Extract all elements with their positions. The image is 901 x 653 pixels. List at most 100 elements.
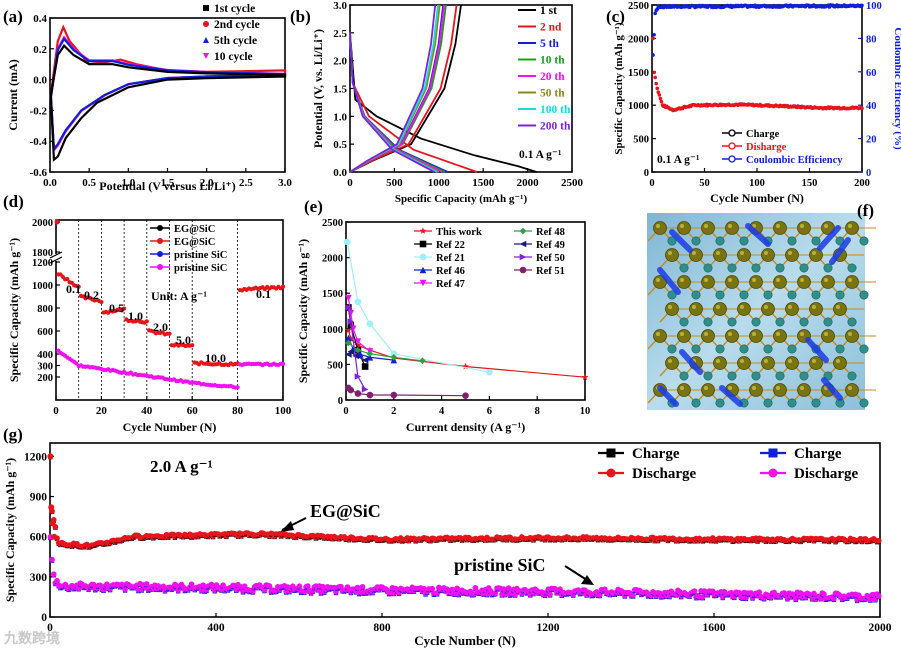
silicon-atom (653, 329, 667, 343)
pristine-arrow-head (581, 575, 594, 585)
atom-highlight (800, 386, 804, 390)
lithium-ion-path (805, 337, 829, 363)
rate-label: 0.1 (256, 287, 271, 301)
silicon-atom (653, 221, 667, 235)
panel-label: (g) (3, 425, 23, 444)
atom-highlight (752, 386, 756, 390)
legend-marker (519, 227, 527, 235)
silicon-atom (845, 329, 859, 343)
pristine-discharge-point (304, 583, 311, 589)
y-tick-label: 600 (37, 327, 53, 338)
pristine-discharge-point (220, 582, 226, 588)
silicon-atom (821, 275, 835, 289)
x-tick-label: 2000 (517, 177, 540, 189)
silicon-atom (797, 275, 811, 289)
legend-marker (203, 21, 209, 27)
carbon-atom (847, 371, 857, 381)
legend-label: 2 nd (540, 22, 562, 34)
legend-label: EG@SiC (174, 224, 215, 235)
x-tick-label: 1.0 (121, 177, 135, 189)
ref-point (343, 238, 351, 246)
chart-panel-c: 0 50 100 150 2000500100015002000250002040608… (606, 1, 901, 205)
x-tick-label: 50 (699, 178, 710, 189)
silicon-atom (797, 383, 811, 397)
silicon-atom (665, 302, 679, 316)
carbon-atom (691, 236, 701, 246)
carbon-atom (859, 344, 869, 354)
silicon-atom (809, 356, 823, 370)
legend-label: Charge (746, 129, 780, 140)
pristine-label: pristine SiC (454, 555, 546, 575)
x-tick-label: 80 (232, 405, 244, 417)
y-tick-label: 1000 (32, 281, 53, 292)
y-tick-label: 1500 (628, 68, 649, 79)
pristine-discharge-point (454, 585, 460, 592)
atom-highlight (704, 386, 708, 390)
atom-highlight (680, 278, 684, 282)
carbon-atom (727, 263, 737, 273)
rate-label: 0.5 (109, 301, 124, 315)
silicon-atom (833, 356, 847, 370)
carbon-atom (667, 290, 677, 300)
discharge-point (652, 70, 656, 75)
eg-point (76, 284, 81, 289)
carbon-atom (715, 398, 725, 408)
x-tick-label: 2.5 (239, 177, 253, 189)
atom-highlight (752, 278, 756, 282)
watermark: 九数跨境 (3, 630, 60, 647)
x-tick-label: 0 (47, 622, 53, 634)
atom-highlight (656, 278, 660, 282)
legend-label: Charge (632, 446, 680, 462)
rate-label: 10.0 (205, 351, 226, 365)
silicon-atom (713, 356, 727, 370)
legend-marker (519, 253, 527, 261)
atom-highlight (692, 305, 696, 309)
legend-label: Ref 47 (436, 279, 465, 290)
pristine-point (280, 361, 286, 366)
carbon-atom (751, 317, 761, 327)
ref-point (354, 373, 362, 380)
silicon-atom (797, 221, 811, 235)
atom-highlight (848, 224, 852, 228)
legend-label: Ref 22 (436, 240, 465, 251)
ref-point (345, 339, 352, 347)
silicon-atom (677, 275, 691, 289)
y-axis-label: Specific Capacity (mAh g⁻¹) (613, 22, 625, 155)
carbon-atom (859, 290, 869, 300)
carbon-atom (727, 317, 737, 327)
y-tick-label: 1000 (628, 101, 649, 112)
silicon-atom (737, 356, 751, 370)
carbon-atom (679, 317, 689, 327)
panel-label: (a) (3, 7, 23, 26)
silicon-atom (761, 248, 775, 262)
atom-highlight (680, 224, 684, 228)
legend-marker (157, 225, 163, 231)
ref-point (347, 335, 355, 342)
pristine-discharge-point (547, 591, 553, 598)
carbon-atom (799, 371, 809, 381)
silicon-atom (701, 275, 715, 289)
y-tick-label: 1500 (322, 289, 343, 300)
silicon-atom (773, 275, 787, 289)
lithium-ion-path (745, 223, 771, 247)
silicon-atom (665, 248, 679, 262)
atom-highlight (656, 332, 660, 336)
x-tick-label: 2.0 (200, 177, 214, 189)
atom-highlight (836, 359, 840, 363)
ref-point (419, 357, 426, 365)
y-tick-label: 500 (327, 360, 343, 371)
atom-highlight (764, 359, 768, 363)
silicon-atom (737, 302, 751, 316)
charge-curve (349, 4, 445, 173)
y-tick-label: 2000 (628, 34, 649, 45)
atom-highlight (668, 251, 672, 255)
carbon-atom (823, 317, 833, 327)
atom-highlight (668, 359, 672, 363)
discharge-curve (349, 32, 537, 173)
atom-highlight (800, 332, 804, 336)
silicon-atom (689, 302, 703, 316)
ref-point (361, 363, 369, 370)
carbon-atom (787, 290, 797, 300)
carbon-atom (715, 344, 725, 354)
x-tick-label: 100 (275, 405, 292, 417)
